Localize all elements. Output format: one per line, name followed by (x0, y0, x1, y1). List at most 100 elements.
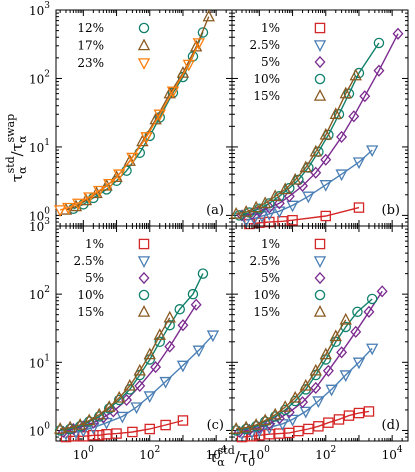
data-point (134, 379, 146, 392)
data-point (366, 293, 378, 305)
y-tick-base: 10 (29, 424, 44, 438)
legend-marker (137, 305, 151, 317)
data-point (234, 210, 245, 221)
data-point (289, 390, 302, 403)
x-tick-label: 104 (206, 445, 227, 462)
x-tick-label: 100 (249, 445, 270, 462)
data-point (287, 214, 298, 226)
panel-d-legend: 1% 2.5% 5% 10% 15% (250, 237, 327, 319)
data-point (123, 154, 136, 166)
legend-label: 23% (77, 56, 104, 70)
data-point (320, 210, 332, 222)
legend-label: 2.5% (250, 254, 281, 268)
data-point (159, 376, 172, 389)
y-label-tau2: τ (8, 143, 26, 151)
y-tick-exp: 2 (44, 285, 50, 295)
data-point (312, 396, 325, 409)
legend-marker (313, 256, 327, 268)
legend-label: 15% (77, 305, 104, 319)
panel-label: (c) (207, 418, 224, 433)
data-point (192, 38, 205, 50)
panel-b-legend: 1% 2.5% 5% 10% 15% (250, 21, 327, 103)
y-tick-exp: 2 (44, 69, 50, 79)
y-label-sub: α (16, 166, 29, 174)
data-point (174, 304, 185, 315)
data-point (302, 191, 315, 204)
legend-marker (138, 271, 150, 285)
data-point (350, 325, 362, 338)
x-label-tau: τ (209, 448, 217, 466)
legend-label: 5% (85, 271, 104, 285)
x-tick-exp: 2 (331, 445, 337, 455)
data-point (279, 400, 292, 412)
data-point (293, 425, 304, 437)
data-point (103, 403, 115, 414)
y-tick-exp: 3 (44, 1, 50, 11)
data-point (116, 411, 129, 424)
legend-label: 17% (77, 39, 104, 53)
data-point (93, 185, 106, 198)
data-point (392, 27, 404, 40)
series-23% (53, 38, 205, 217)
data-point (143, 347, 156, 360)
data-point (336, 130, 348, 143)
data-point (273, 206, 286, 219)
data-point (263, 417, 275, 430)
data-point (273, 197, 285, 210)
data-point (144, 423, 156, 435)
data-point (192, 345, 205, 358)
data-point (309, 363, 322, 376)
legend-marker (138, 289, 150, 301)
legend-marker (314, 73, 326, 85)
y-tick-label: 102 (29, 69, 50, 86)
data-point (348, 110, 360, 123)
y-tick-label: 101 (29, 353, 50, 370)
panel-d-frame (231, 225, 409, 442)
y-tick-base: 10 (29, 209, 44, 223)
data-point (150, 361, 162, 374)
x-tick-exp: 4 (221, 445, 227, 455)
y-label-sup2: swap (4, 114, 17, 143)
panel-label: (b) (382, 203, 400, 218)
y-label-sep: / (8, 150, 26, 156)
data-point (343, 410, 355, 421)
data-point (100, 178, 113, 191)
series-line (236, 298, 373, 432)
series-line (60, 317, 171, 430)
data-point (229, 206, 243, 219)
data-point (363, 305, 375, 318)
legend-marker (314, 22, 326, 34)
x-tick-base: 10 (139, 448, 154, 462)
data-point (303, 423, 314, 435)
data-point (259, 416, 271, 427)
panel-c-ticks (56, 225, 233, 442)
data-point (363, 406, 375, 417)
panel-a-legend: 12% 17% 23% (77, 21, 151, 70)
x-label-sub: α (217, 456, 225, 469)
data-point (190, 298, 202, 311)
x-tick-exp: 0 (88, 445, 94, 455)
series-line (65, 419, 184, 438)
data-point (239, 420, 253, 433)
data-point (376, 285, 388, 298)
data-point (149, 112, 162, 125)
y-tick-base: 10 (29, 220, 44, 234)
x-tick-base: 10 (382, 448, 397, 462)
x-tick-base: 10 (315, 448, 330, 462)
data-point (93, 407, 106, 420)
y-tick-base: 10 (29, 288, 44, 302)
data-point (127, 426, 138, 438)
data-point (153, 109, 166, 122)
data-point (259, 196, 272, 209)
data-point (263, 209, 276, 221)
data-point (319, 180, 332, 192)
data-point (177, 415, 189, 426)
data-point (230, 425, 242, 436)
data-point (143, 391, 156, 404)
data-point (123, 378, 136, 391)
data-point (154, 336, 166, 348)
x-tick-exp: 2 (155, 445, 161, 455)
data-point (274, 428, 285, 439)
data-point (176, 360, 190, 373)
